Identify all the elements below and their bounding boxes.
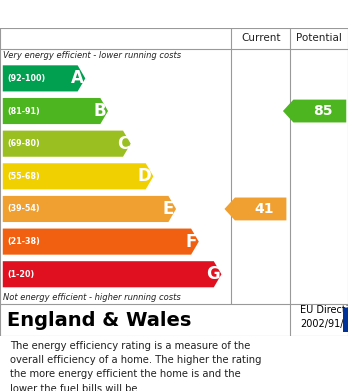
Polygon shape (3, 65, 85, 91)
Text: F: F (185, 233, 197, 251)
Text: (69-80): (69-80) (7, 139, 40, 148)
Text: Current: Current (241, 34, 280, 43)
Text: (1-20): (1-20) (7, 270, 34, 279)
Text: Potential: Potential (296, 34, 342, 43)
Text: England & Wales: England & Wales (7, 310, 191, 330)
Polygon shape (3, 98, 108, 124)
Text: 41: 41 (254, 202, 274, 216)
Text: C: C (117, 135, 129, 152)
Polygon shape (224, 197, 286, 221)
Polygon shape (283, 100, 346, 122)
Text: B: B (94, 102, 106, 120)
Text: (92-100): (92-100) (7, 74, 45, 83)
Text: E: E (163, 200, 174, 218)
Polygon shape (3, 131, 131, 157)
Text: Not energy efficient - higher running costs: Not energy efficient - higher running co… (3, 293, 181, 302)
Text: D: D (138, 167, 152, 185)
Text: (39-54): (39-54) (7, 204, 40, 213)
Text: Very energy efficient - lower running costs: Very energy efficient - lower running co… (3, 51, 182, 60)
Polygon shape (3, 229, 199, 255)
Text: (81-91): (81-91) (7, 106, 40, 115)
Bar (343, 308, 348, 332)
Polygon shape (3, 163, 153, 189)
Text: A: A (71, 69, 84, 87)
Text: (21-38): (21-38) (7, 237, 40, 246)
Text: 85: 85 (314, 104, 333, 118)
Text: (55-68): (55-68) (7, 172, 40, 181)
Polygon shape (3, 261, 221, 287)
Text: The energy efficiency rating is a measure of the
overall efficiency of a home. T: The energy efficiency rating is a measur… (10, 341, 262, 391)
Polygon shape (3, 196, 176, 222)
Text: Energy Efficiency Rating: Energy Efficiency Rating (10, 7, 231, 22)
Text: G: G (206, 265, 220, 283)
Text: EU Directive
2002/91/EC: EU Directive 2002/91/EC (300, 305, 348, 329)
